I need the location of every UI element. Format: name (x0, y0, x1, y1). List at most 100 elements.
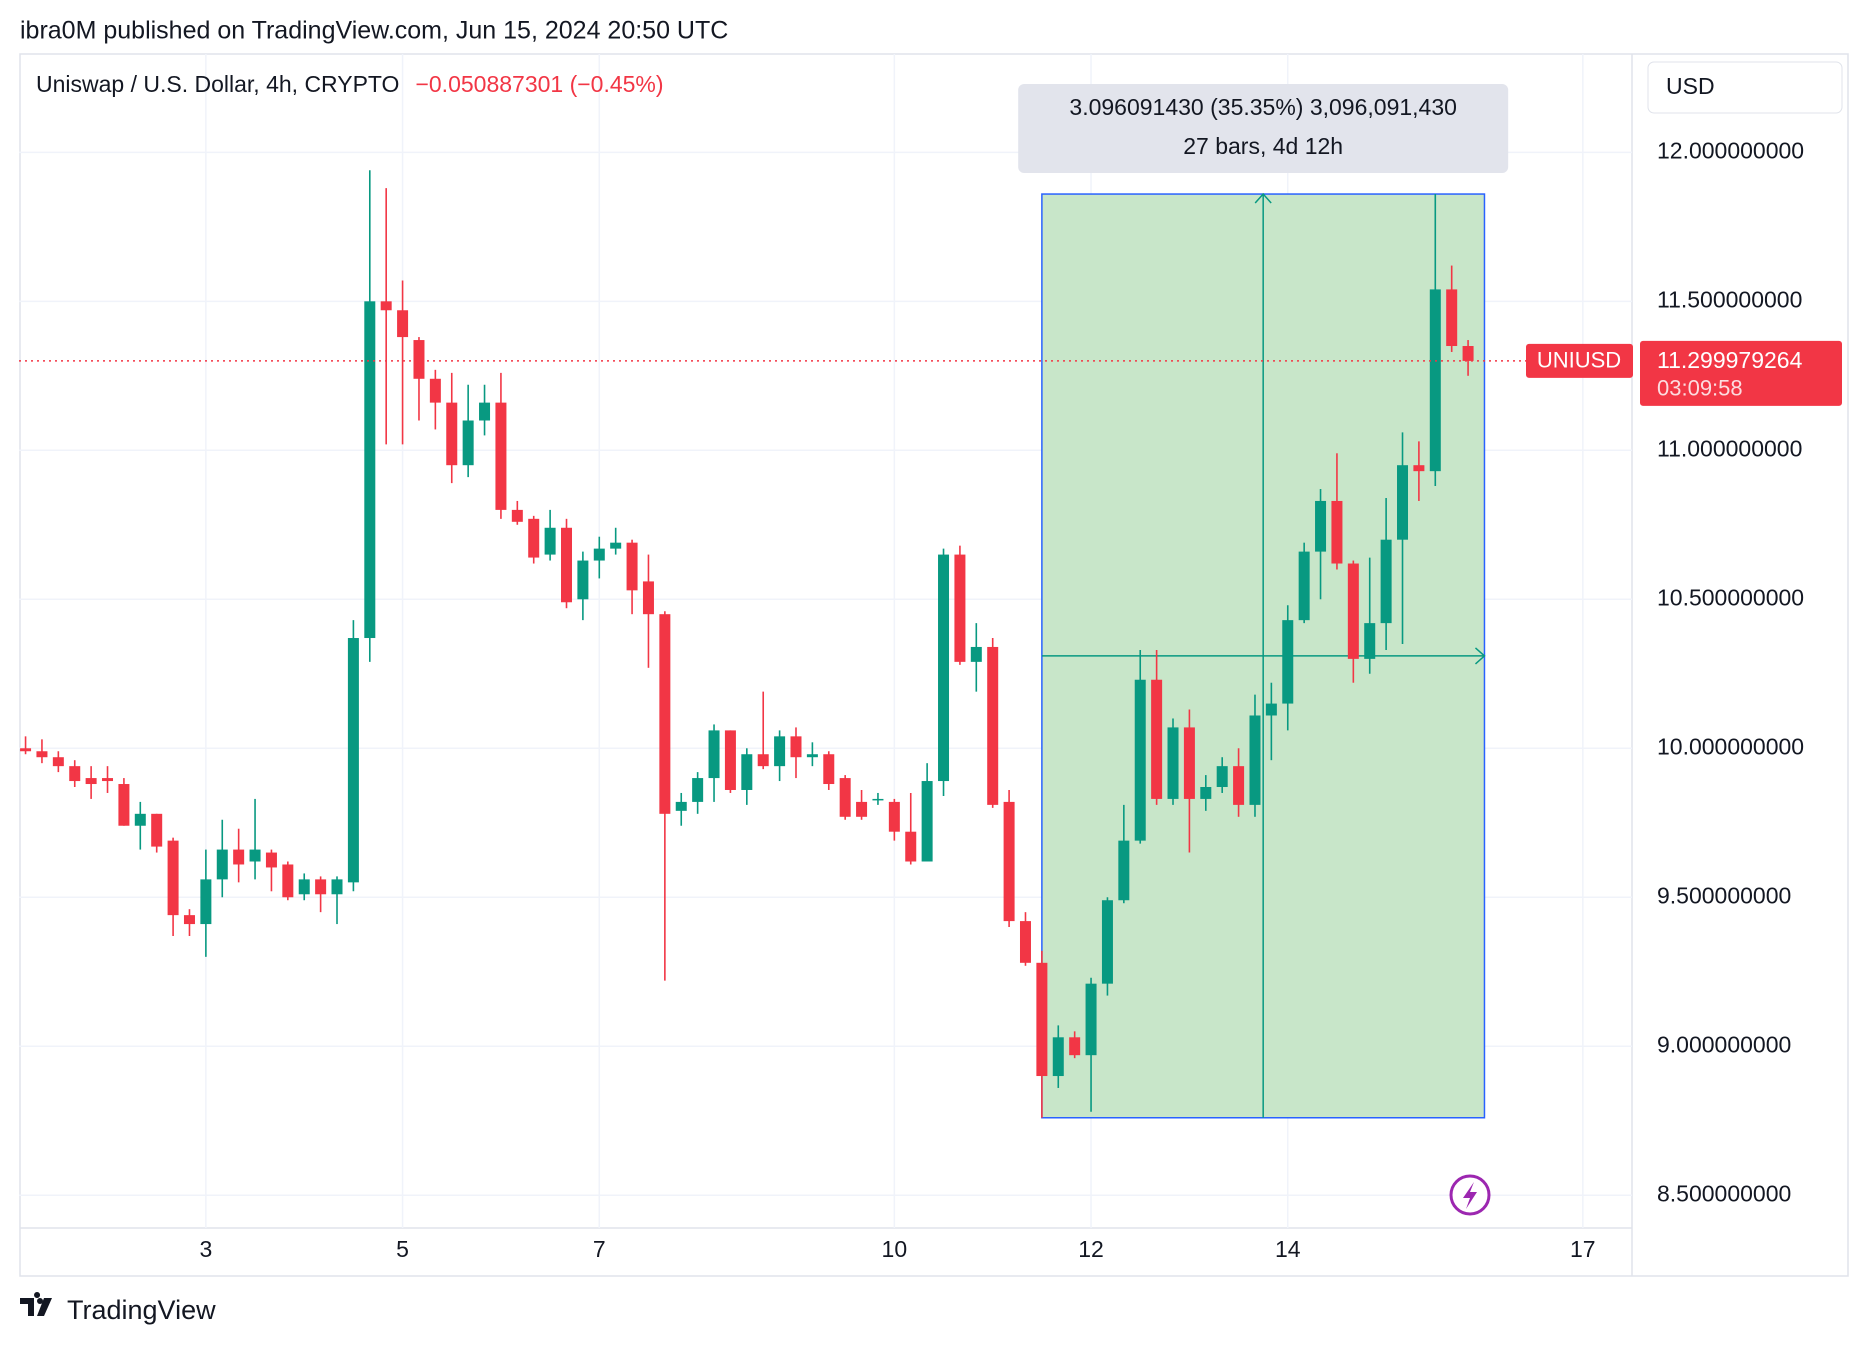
candle-body (1101, 900, 1113, 984)
candle-body (1118, 840, 1130, 901)
last-price-text: 11.299979264 (1657, 347, 1803, 373)
x-tick-label: 14 (1275, 1236, 1301, 1262)
candle-body (282, 864, 294, 898)
candle-body (823, 754, 835, 785)
candle-body (610, 542, 622, 549)
candle-body (1446, 289, 1458, 347)
candle-body (1249, 715, 1261, 805)
candle-body (1183, 727, 1195, 799)
candle-body (134, 813, 146, 826)
brand: TradingView (67, 1295, 216, 1325)
y-tick-label: 12.000000000 (1657, 137, 1804, 163)
y-tick-label: 11.500000000 (1657, 286, 1802, 312)
y-tick-label: 10.000000000 (1657, 733, 1804, 759)
candle-body (413, 340, 425, 379)
candle-body (1233, 766, 1245, 805)
icon-bolt[interactable] (1463, 1182, 1477, 1209)
overlay: UNIUSD 11.299979264 03:09:58 (19, 340, 1842, 406)
candle-body (790, 736, 802, 758)
x-tick-label: 17 (1570, 1236, 1596, 1262)
y-tick-label: 9.500000000 (1657, 882, 1791, 908)
candle-body (1380, 539, 1392, 624)
candle-body (1036, 962, 1048, 1077)
candle-body (151, 813, 163, 847)
candle-body (183, 915, 195, 925)
candle-body (479, 402, 491, 421)
y-tick-label: 10.500000000 (1657, 584, 1804, 610)
candle-body (265, 852, 277, 868)
symbol-title: Uniswap / U.S. Dollar, 4h, CRYPTO (36, 71, 399, 97)
symbol-tag-text: UNIUSD (1537, 348, 1621, 373)
x-tick-label: 10 (882, 1236, 908, 1262)
candle-body (1134, 679, 1146, 841)
symbol-tag (1526, 343, 1633, 378)
candle-body (85, 778, 97, 785)
x-tick-label: 3 (199, 1236, 212, 1262)
candle-body (397, 310, 409, 338)
candle-body (1462, 346, 1474, 361)
candle-body (1200, 787, 1212, 799)
candle-body (905, 831, 917, 862)
candle-body (757, 754, 769, 767)
candle-body (987, 646, 999, 805)
candle-body (249, 849, 261, 862)
candle-body (298, 879, 310, 895)
tv-logo (20, 1292, 52, 1316)
candle-body (593, 548, 605, 561)
y-tick-label: 8.500000000 (1657, 1180, 1791, 1206)
candle-body (872, 798, 884, 801)
candle-body (561, 527, 573, 603)
candle-body (1052, 1037, 1064, 1077)
candle-body (347, 638, 359, 883)
candle-body (577, 560, 589, 600)
candle-body (216, 849, 228, 880)
candle-body (1151, 679, 1163, 799)
candle-body (511, 509, 523, 522)
range-v-head (1254, 192, 1272, 204)
candle-body (1085, 983, 1097, 1056)
candle-body (1298, 551, 1310, 621)
currency[interactable]: USD (1666, 73, 1715, 99)
y-tick-label: 9.000000000 (1657, 1031, 1791, 1057)
candle-body (1413, 465, 1425, 472)
candle-body (200, 879, 212, 925)
candle-body (1003, 801, 1015, 922)
candles (20, 170, 1474, 1118)
candle-body (724, 730, 736, 790)
candle-body (741, 754, 753, 790)
candle-body (839, 778, 851, 817)
candle-body (970, 646, 982, 662)
candle-body (364, 301, 376, 639)
candle-body (1069, 1037, 1081, 1056)
candle-body (167, 840, 179, 916)
candle-body (446, 402, 458, 466)
chart-frame (19, 53, 1849, 1277)
candle-body (1019, 921, 1031, 963)
candle-body (331, 879, 343, 895)
currency-box[interactable] (1647, 61, 1843, 114)
candle-body (52, 757, 64, 767)
candle-body (1265, 703, 1277, 716)
candle-body (921, 781, 933, 862)
candle-body (118, 784, 130, 826)
candle-body (380, 301, 392, 311)
candle-body (642, 581, 654, 615)
x-tick-label: 5 (396, 1236, 409, 1262)
grid (19, 54, 1632, 1228)
candle-body (429, 378, 441, 403)
candle-body (1364, 623, 1376, 659)
candle-body (692, 778, 704, 802)
y-tick-label: 11.000000000 (1657, 435, 1802, 461)
candle-body (102, 778, 114, 782)
candle-body (1282, 620, 1294, 704)
candle-body (1397, 465, 1409, 540)
candle-body (774, 736, 786, 767)
candle-body (1347, 563, 1359, 659)
lightning-icon[interactable] (1449, 1174, 1491, 1216)
candle-body (659, 614, 671, 814)
range-label-box (1018, 84, 1509, 174)
candle-body (1315, 500, 1327, 552)
candle-body (20, 748, 32, 752)
candle-body (938, 554, 950, 782)
